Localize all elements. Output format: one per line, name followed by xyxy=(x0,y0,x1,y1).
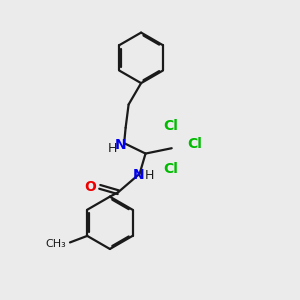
Text: H: H xyxy=(144,169,154,182)
Text: N: N xyxy=(115,138,126,152)
Text: N: N xyxy=(132,168,144,182)
Text: Cl: Cl xyxy=(164,162,178,176)
Text: Cl: Cl xyxy=(164,119,178,134)
Text: H: H xyxy=(108,142,118,155)
Text: Cl: Cl xyxy=(187,137,202,151)
Text: CH₃: CH₃ xyxy=(46,239,66,249)
Text: O: O xyxy=(84,180,96,194)
